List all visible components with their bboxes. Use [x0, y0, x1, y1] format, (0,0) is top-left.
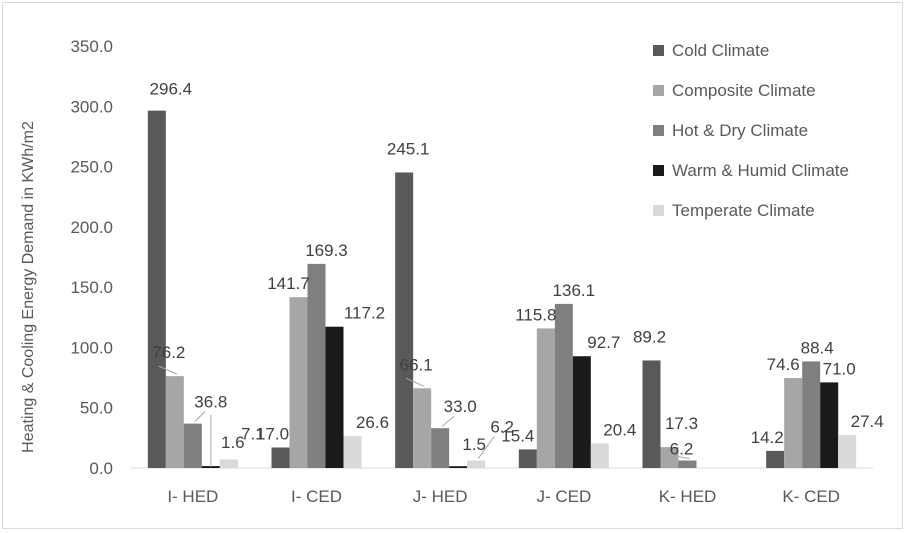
data-label: 14.2 — [751, 428, 784, 447]
legend-label: Cold Climate — [672, 41, 769, 60]
legend-swatch — [653, 125, 664, 136]
data-label: 141.7 — [267, 274, 310, 293]
leader-line — [158, 365, 178, 375]
data-label: 92.7 — [587, 333, 620, 352]
data-label: 74.6 — [767, 355, 800, 374]
y-tick-label: 300.0 — [70, 97, 113, 116]
bar — [219, 459, 238, 468]
data-label: 117.2 — [344, 304, 385, 323]
bar — [289, 297, 308, 468]
data-label: 245.1 — [387, 139, 430, 158]
bar — [395, 172, 414, 468]
data-label: 6.2 — [490, 418, 514, 437]
bars-layer — [147, 110, 857, 469]
data-label: 1.6 — [221, 433, 245, 452]
data-label: 1.5 — [462, 435, 486, 454]
category-label: I- HED — [167, 487, 218, 506]
bar — [784, 378, 803, 468]
bar — [766, 450, 785, 468]
legend-swatch — [653, 45, 664, 56]
bar — [572, 356, 591, 468]
data-label: 71.0 — [823, 359, 856, 378]
data-label: 17.3 — [665, 414, 698, 433]
legend-label: Temperate Climate — [672, 201, 815, 220]
data-label: 296.4 — [150, 80, 193, 99]
y-tick-label: 350.0 — [70, 37, 113, 56]
y-tick-label: 50.0 — [80, 399, 113, 418]
data-label: 115.8 — [515, 305, 556, 324]
legend-label: Composite Climate — [672, 81, 816, 100]
bar — [838, 434, 857, 468]
bar — [820, 382, 839, 468]
data-label: 136.1 — [553, 281, 596, 300]
leader-lines-layer — [158, 365, 690, 467]
category-label: K- CED — [782, 487, 840, 506]
data-label: 27.4 — [851, 412, 884, 431]
legend: Cold Climate Composite Climate Hot & Dry C… — [653, 41, 849, 220]
y-axis-title: Heating & Cooling Energy Demand in KWh/m… — [20, 121, 37, 453]
bar — [660, 447, 679, 468]
bar — [518, 449, 537, 468]
bar — [343, 435, 362, 468]
data-label: 7.1 — [241, 424, 265, 443]
category-label: J- CED — [536, 487, 591, 506]
bar — [642, 360, 661, 468]
bar — [147, 110, 166, 469]
y-tick-label: 0.0 — [89, 459, 113, 478]
data-label: 15.4 — [501, 426, 534, 445]
data-label: 17.0 — [256, 425, 289, 444]
data-label: 33.0 — [444, 397, 477, 416]
data-label: 6.2 — [670, 440, 694, 459]
data-label: 76.2 — [152, 343, 185, 362]
y-tick-label: 150.0 — [70, 278, 113, 297]
bar — [590, 443, 609, 468]
y-tick-label: 250.0 — [70, 158, 113, 177]
data-label: 20.4 — [603, 420, 636, 439]
leader-line — [405, 377, 425, 387]
bar — [201, 466, 220, 468]
legend-label: Warm & Humid Climate — [672, 161, 849, 180]
bar — [536, 328, 555, 468]
data-label: 36.8 — [194, 393, 227, 412]
category-labels: I- HED I- CED J- HED J- CED K- HED K- CED — [167, 487, 840, 506]
data-label: 26.6 — [356, 413, 389, 432]
bar — [449, 466, 468, 468]
data-label: 169.3 — [305, 241, 348, 260]
bar-chart: Heating & Cooling Energy Demand in KWh/m… — [20, 37, 884, 506]
leader-line — [677, 456, 690, 460]
bar — [183, 423, 202, 468]
bar — [325, 326, 344, 468]
data-label: 89.2 — [633, 327, 666, 346]
y-tick-label: 200.0 — [70, 218, 113, 237]
legend-swatch — [653, 165, 664, 176]
data-label: 66.1 — [400, 355, 433, 374]
bar — [307, 263, 326, 468]
bar — [271, 447, 290, 468]
legend-swatch — [653, 85, 664, 96]
bar — [413, 388, 432, 468]
bar — [467, 460, 486, 468]
leader-line — [194, 411, 206, 422]
y-tick-label: 100.0 — [70, 338, 113, 357]
legend-swatch — [653, 205, 664, 216]
data-label: 88.4 — [801, 338, 834, 357]
bar — [165, 376, 184, 468]
leader-line — [441, 415, 455, 427]
bar — [802, 361, 821, 468]
bar — [431, 428, 450, 468]
leader-line — [477, 436, 495, 459]
category-label: K- HED — [659, 487, 717, 506]
bar — [554, 303, 573, 468]
data-labels-layer: 296.4 76.2 36.8 1.67.117.0 141.7 169.3 117.2 26… — [150, 80, 884, 459]
y-axis-ticks: 0.0 50.0 100.0 150.0 200.0 250.0 300.0 350.0 — [70, 37, 113, 478]
category-label: I- CED — [291, 487, 342, 506]
bar — [678, 460, 697, 468]
category-label: J- HED — [413, 487, 468, 506]
legend-label: Hot & Dry Climate — [672, 121, 808, 140]
